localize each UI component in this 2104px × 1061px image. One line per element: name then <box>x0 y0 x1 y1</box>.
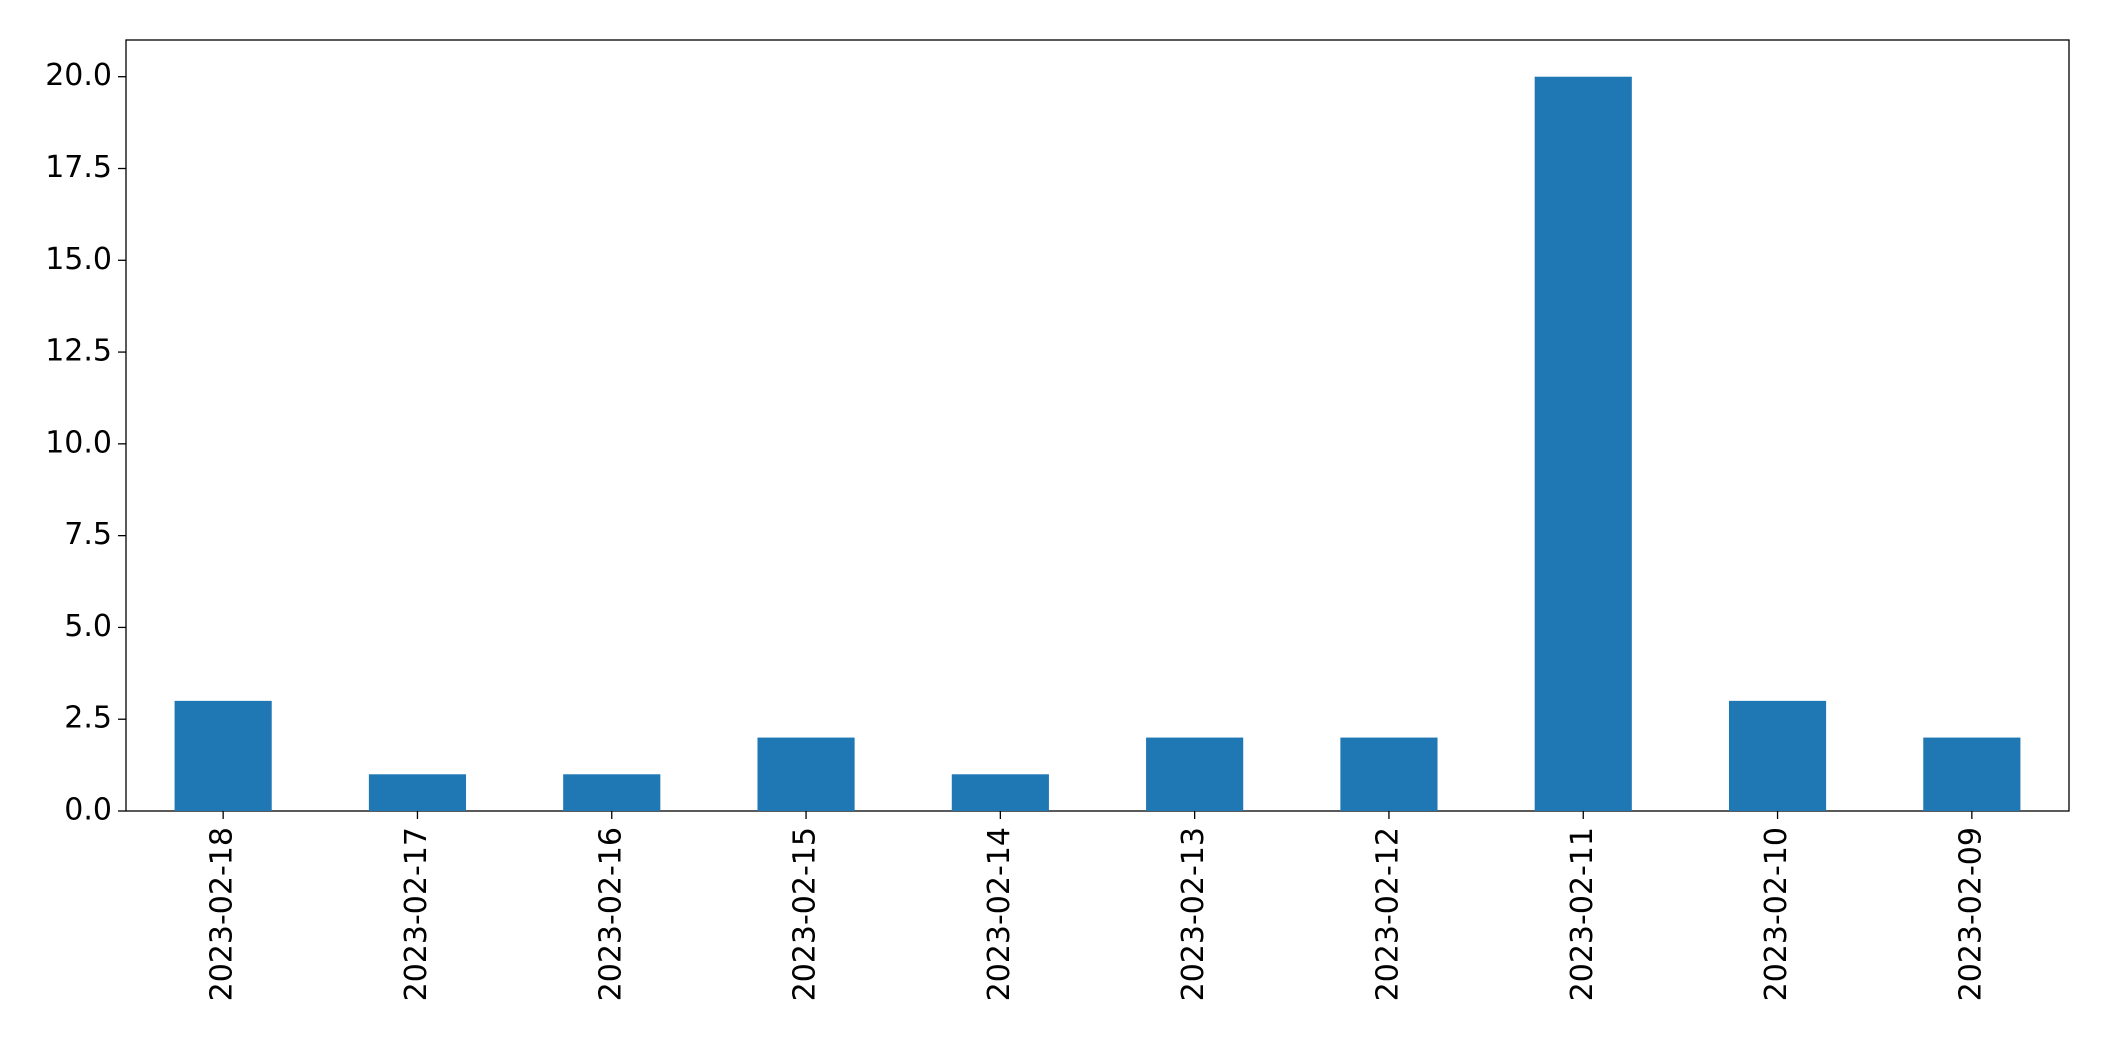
x-tick-label: 2023-02-11 <box>1565 827 1600 1001</box>
bar <box>368 774 467 811</box>
x-tick-label: 2023-02-09 <box>1953 827 1988 1001</box>
bar <box>174 700 272 811</box>
bar <box>1728 700 1827 811</box>
y-tick-label: 0.0 <box>64 793 112 828</box>
bar <box>563 774 661 811</box>
y-tick-label: 17.5 <box>45 150 112 185</box>
x-tick-label: 2023-02-14 <box>982 827 1017 1001</box>
y-tick-label: 12.5 <box>45 334 112 369</box>
y-tick-label: 20.0 <box>45 58 112 93</box>
x-tick-label: 2023-02-15 <box>788 827 823 1001</box>
x-tick-label: 2023-02-12 <box>1370 827 1405 1001</box>
bar <box>1534 76 1632 811</box>
y-tick-label: 10.0 <box>45 425 112 460</box>
y-tick-label: 5.0 <box>64 609 112 644</box>
y-tick-label: 2.5 <box>64 701 112 736</box>
bar <box>757 737 855 811</box>
x-tick-label: 2023-02-10 <box>1759 827 1794 1001</box>
x-tick-label: 2023-02-17 <box>399 827 434 1001</box>
x-tick-label: 2023-02-16 <box>593 827 628 1001</box>
y-tick-label: 15.0 <box>45 242 112 277</box>
plot-frame <box>125 39 2070 812</box>
bar <box>1340 737 1438 811</box>
bar <box>1146 737 1244 811</box>
y-tick-label: 7.5 <box>64 517 112 552</box>
x-tick-label: 2023-02-13 <box>1176 827 1211 1001</box>
x-tick-label: 2023-02-18 <box>205 827 240 1001</box>
bar <box>1923 737 2021 811</box>
bar <box>951 774 1049 811</box>
